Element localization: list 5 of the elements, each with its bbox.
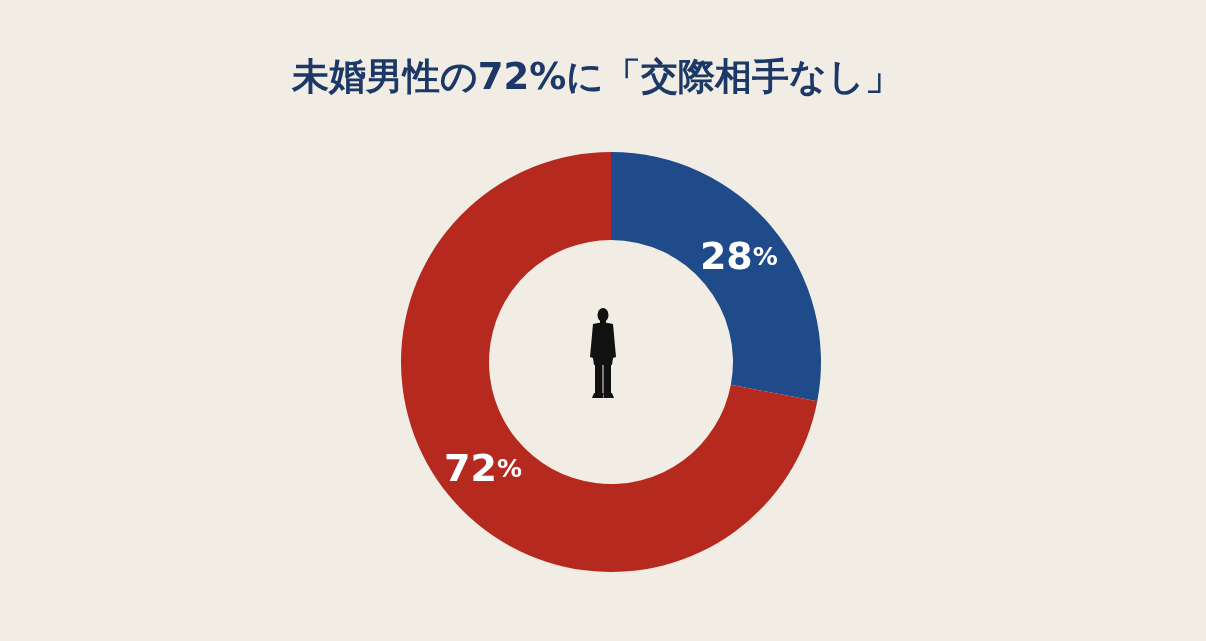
data-label: 28%: [699, 234, 778, 279]
donut-slice: [611, 152, 821, 402]
chart-title: 未婚男性の72%に「交際相手なし」: [290, 54, 904, 100]
data-label: 72%: [444, 445, 523, 490]
donut-slice: [401, 152, 818, 572]
